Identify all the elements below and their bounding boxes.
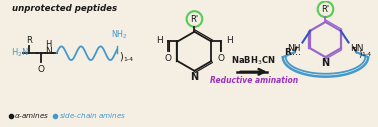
Text: O: O — [164, 54, 171, 63]
Text: O: O — [218, 54, 225, 63]
Text: $\it{side}$-$\it{chain}$ $\it{amines}$: $\it{side}$-$\it{chain}$ $\it{amines}$ — [59, 111, 126, 120]
Text: Reductive amination: Reductive amination — [209, 76, 297, 85]
Text: ): ) — [358, 50, 362, 59]
Text: HN: HN — [350, 44, 364, 53]
Text: N: N — [191, 72, 198, 82]
Text: H: H — [45, 40, 52, 49]
Text: R: R — [26, 36, 32, 45]
Text: R': R' — [191, 14, 198, 23]
Text: NH$_2$: NH$_2$ — [111, 28, 128, 41]
Text: R: R — [284, 48, 291, 57]
Text: H: H — [226, 36, 233, 45]
Text: 1-4: 1-4 — [361, 52, 371, 57]
Text: 1-4: 1-4 — [123, 57, 133, 62]
Text: unprotected peptides: unprotected peptides — [12, 4, 117, 13]
Text: ): ) — [119, 51, 123, 61]
Text: H: H — [156, 36, 163, 45]
Text: N: N — [321, 58, 330, 68]
Text: NH: NH — [287, 44, 301, 53]
Text: H$_2$N: H$_2$N — [11, 47, 28, 59]
Text: R': R' — [321, 5, 330, 14]
Text: N: N — [45, 47, 52, 56]
Text: NaBH$_3$CN: NaBH$_3$CN — [231, 54, 276, 67]
Text: $\it{\alpha}$-amines: $\it{\alpha}$-amines — [14, 111, 50, 120]
Text: ...: ... — [292, 47, 301, 57]
Text: O: O — [37, 65, 44, 74]
